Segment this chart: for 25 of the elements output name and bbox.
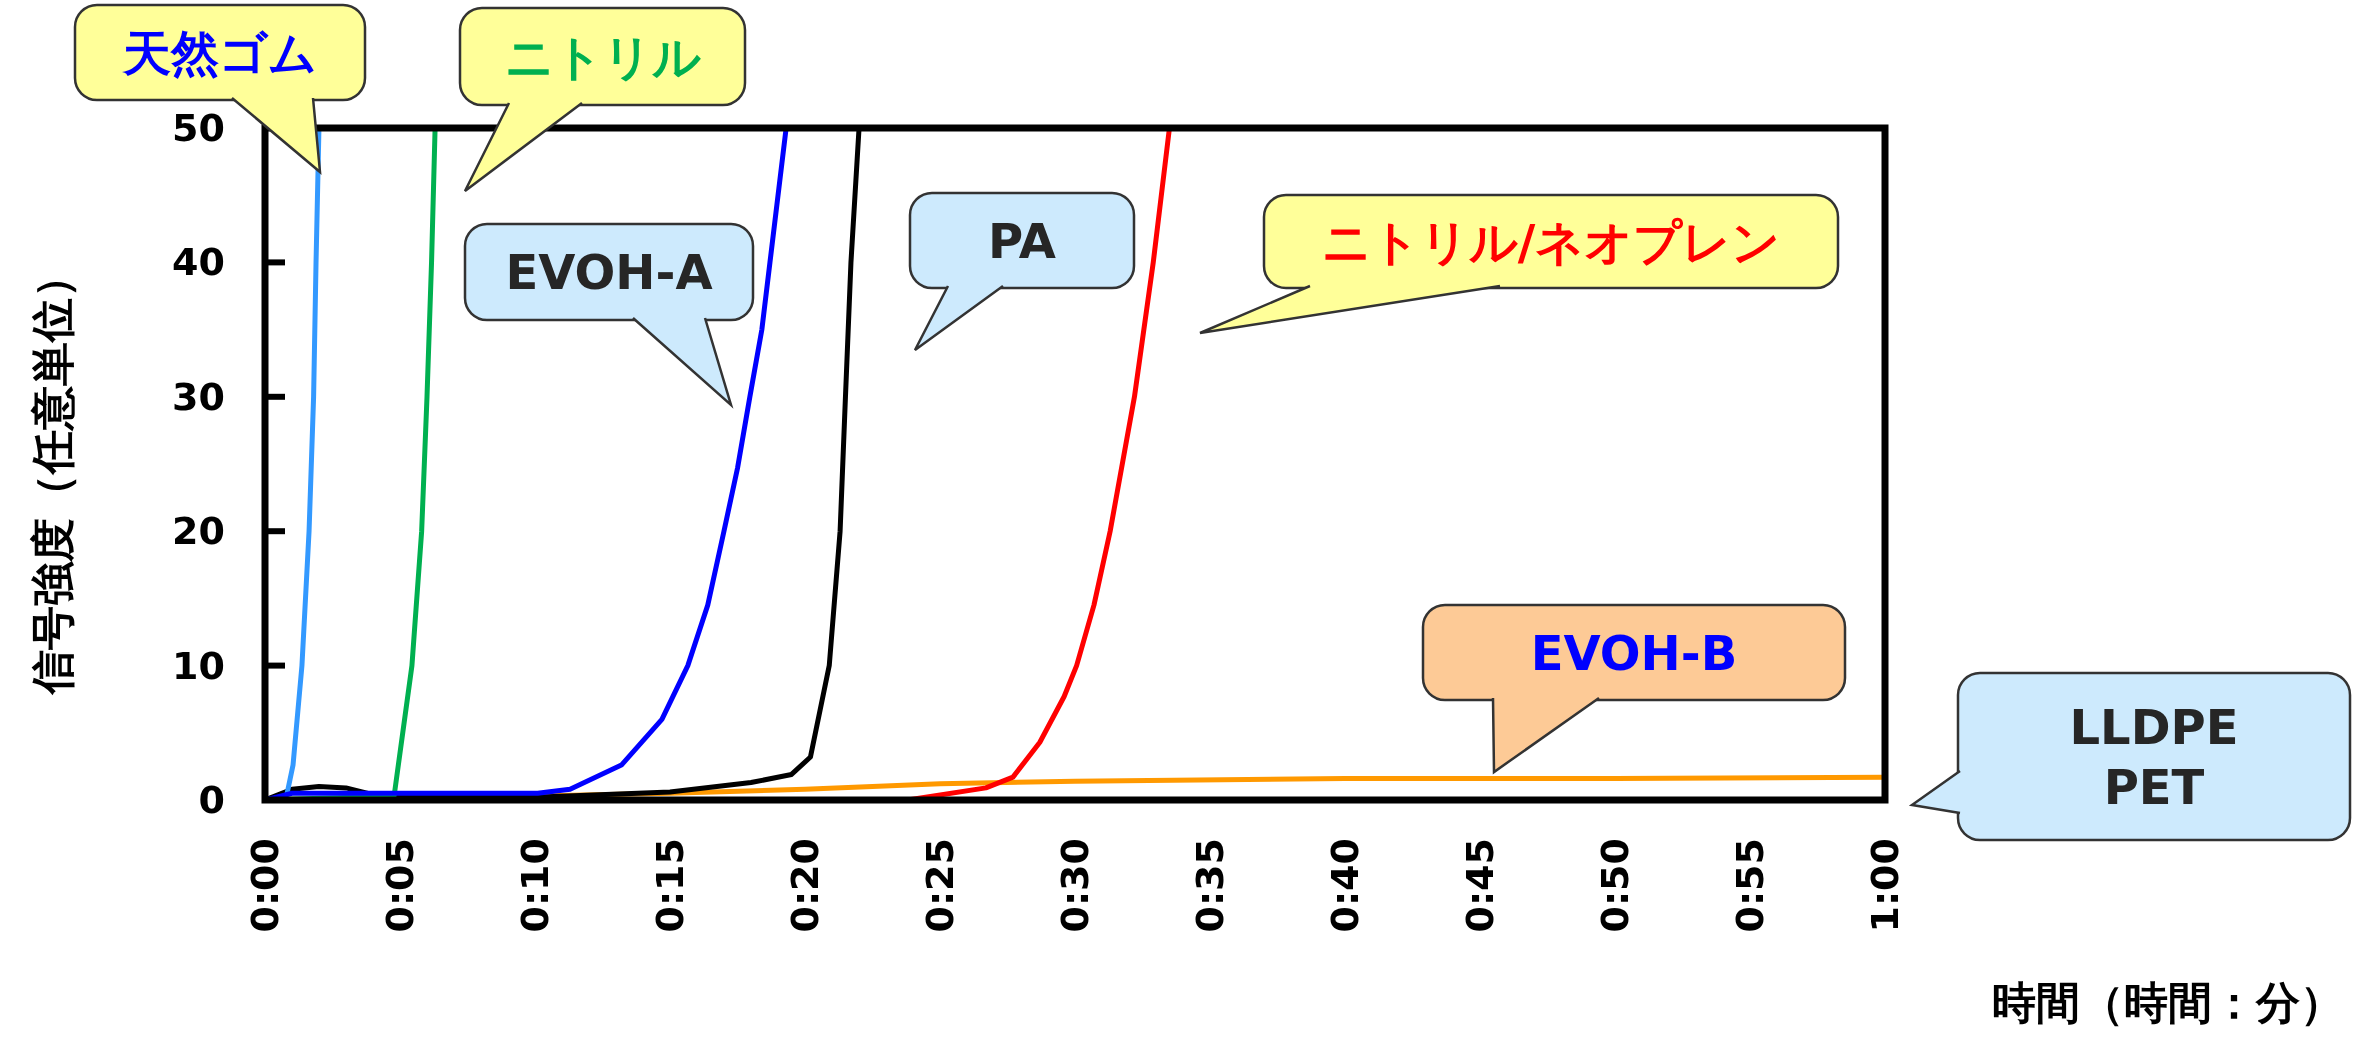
annotation: EVOH-A [505, 244, 713, 300]
x-tick-label: 0:00 [243, 838, 287, 933]
x-tick-label: 0:25 [918, 838, 963, 933]
x-tick-label: 0:40 [1323, 838, 1368, 933]
x-tick-label: 0:45 [1458, 838, 1502, 933]
y-tick-label: 40 [172, 240, 225, 285]
y-tick-label: 50 [172, 106, 225, 150]
annotation: PA [988, 212, 1056, 269]
x-axis-title: 時間（時間：分） [1992, 977, 2344, 1028]
annotation: EVOH-B [1530, 624, 1738, 681]
x-tick-label: 0:50 [1592, 838, 1637, 933]
y-tick-label: 30 [172, 374, 225, 419]
x-tick-label: 0:30 [1053, 838, 1097, 933]
x-tick-label: 0:15 [648, 838, 692, 933]
y-tick-label: 0 [198, 778, 225, 822]
x-tick-label: 1:00 [1863, 838, 1907, 933]
x-tick-label: 0:10 [513, 838, 558, 933]
y-axis-title: 信号強度（任意単位） [26, 254, 78, 696]
x-tick-label: 0:35 [1187, 838, 1232, 933]
x-tick-label: 0:05 [377, 838, 422, 933]
annotation: ニトリル/ネオプレン [1321, 213, 1781, 270]
x-tick-label: 0:55 [1728, 838, 1773, 933]
x-tick-label: 0:20 [782, 838, 827, 933]
y-tick-label: 10 [172, 643, 225, 688]
y-tick-label: 20 [172, 509, 225, 554]
